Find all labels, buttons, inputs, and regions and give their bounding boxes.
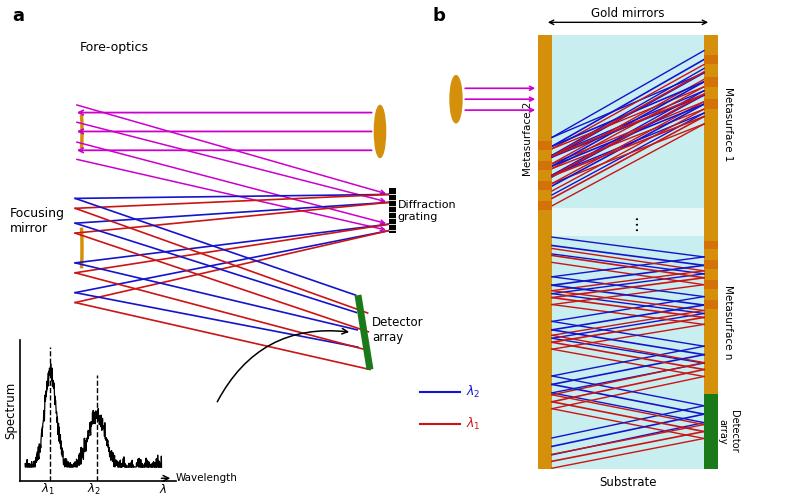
Bar [538,35,552,469]
Bar [538,181,552,190]
Text: a: a [12,7,24,25]
Text: Focusing
mirror: Focusing mirror [10,207,65,235]
Text: $\lambda_2$: $\lambda_2$ [87,483,102,496]
Text: Diffraction
grating: Diffraction grating [398,200,456,222]
Y-axis label: Spectrum: Spectrum [4,382,18,439]
Text: Detector
array: Detector array [372,316,424,344]
Text: Metasurface n: Metasurface n [723,285,733,360]
Bar [704,394,718,469]
Text: $\lambda$: $\lambda$ [159,484,167,496]
Bar [538,201,552,210]
Bar [704,300,718,309]
Bar [552,208,704,236]
Bar [704,35,718,469]
Text: Gold mirrors: Gold mirrors [591,7,665,20]
Bar [704,260,718,269]
Bar [538,161,552,170]
Text: Substrate: Substrate [599,476,657,489]
Bar [704,77,718,87]
Ellipse shape [374,106,386,158]
Bar [704,99,718,109]
Text: Wavelength: Wavelength [176,473,238,483]
Bar [389,188,396,233]
Bar [704,241,718,249]
Text: Fore-optics: Fore-optics [80,41,149,54]
Text: $\lambda_1$: $\lambda_1$ [466,416,481,432]
Bar [552,35,704,469]
Bar [538,141,552,150]
Ellipse shape [450,75,462,123]
Text: Detector
array: Detector array [718,410,739,453]
Text: $\lambda_2$: $\lambda_2$ [466,384,481,400]
Text: ⋯: ⋯ [627,214,645,231]
Bar [704,55,718,64]
Bar [704,280,718,289]
Text: Metasurface 1: Metasurface 1 [723,87,733,161]
Text: $\lambda_1$: $\lambda_1$ [41,483,55,496]
Text: Metasurface 2: Metasurface 2 [523,102,533,176]
Text: b: b [432,7,445,25]
